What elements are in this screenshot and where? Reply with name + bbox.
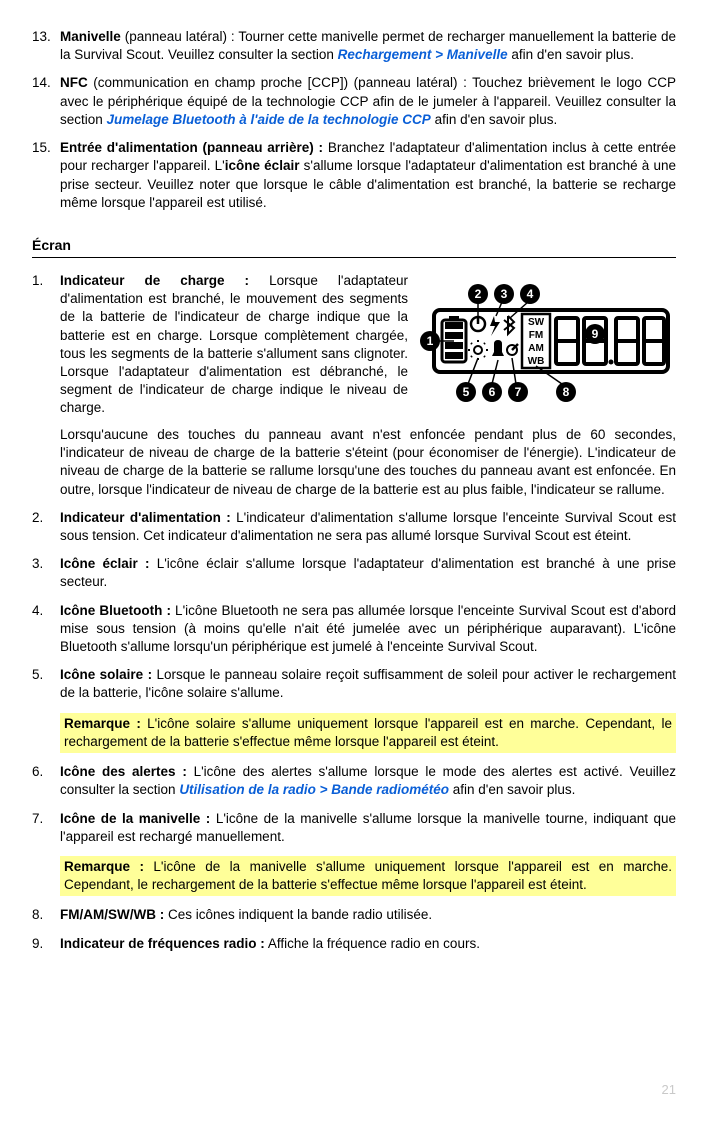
list-item: 4. Icône Bluetooth : L'icône Bluetooth n…: [32, 602, 676, 657]
item-body: Manivelle (panneau latéral) : Tourner ce…: [60, 28, 676, 64]
item-title: Indicateur de charge :: [60, 273, 249, 288]
item-number: 2.: [32, 509, 60, 545]
item-number: 8.: [32, 906, 60, 924]
list-item: 3. Icône éclair : L'icône éclair s'allum…: [32, 555, 676, 591]
item-title: Icône des alertes :: [60, 764, 187, 779]
svg-text:2: 2: [475, 287, 482, 301]
list-item: 8. FM/AM/SW/WB : Ces icônes indiquent la…: [32, 906, 676, 924]
svg-text:6: 6: [489, 385, 496, 399]
item-tail: afin d'en savoir plus.: [508, 47, 634, 62]
svg-text:7: 7: [515, 385, 522, 399]
svg-text:3: 3: [501, 287, 508, 301]
item-text: L'icône éclair s'allume lorsque l'adapta…: [60, 556, 676, 589]
item-title: Icône Bluetooth :: [60, 603, 171, 618]
item-body: NFC (communication en champ proche [CCP]…: [60, 74, 676, 129]
xref-link[interactable]: Jumelage Bluetooth à l'aide de la techno…: [107, 112, 431, 127]
note-solar: Remarque : L'icône solaire s'allume uniq…: [60, 713, 676, 753]
item-tail: afin d'en savoir plus.: [431, 112, 557, 127]
list-item: 15. Entrée d'alimentation (panneau arriè…: [32, 139, 676, 212]
note-text: L'icône de la manivelle s'allume uniquem…: [64, 859, 672, 892]
item-title: Indicateur d'alimentation :: [60, 510, 231, 525]
item-title: Icône de la manivelle :: [60, 811, 210, 826]
svg-text:SW: SW: [528, 317, 545, 328]
screen-list-2: 6. Icône des alertes : L'icône des alert…: [32, 763, 676, 846]
screen-diagram: SW FM AM WB 1 2: [416, 272, 676, 422]
item-title: FM/AM/SW/WB :: [60, 907, 164, 922]
svg-text:AM: AM: [528, 343, 544, 354]
item1-continuation: Lorsqu'aucune des touches du panneau ava…: [60, 426, 676, 499]
item-title: Entrée d'alimentation (panneau arrière) …: [60, 140, 323, 155]
list-item: 2. Indicateur d'alimentation : L'indicat…: [32, 509, 676, 545]
item-title: Manivelle: [60, 29, 121, 44]
item-number: 4.: [32, 602, 60, 657]
item-body: Icône solaire : Lorsque le panneau solai…: [60, 666, 676, 702]
note-crank: Remarque : L'icône de la manivelle s'all…: [60, 856, 676, 896]
item-number: 9.: [32, 935, 60, 953]
screen-list: 2. Indicateur d'alimentation : L'indicat…: [32, 509, 676, 703]
item-body: Indicateur d'alimentation : L'indicateur…: [60, 509, 676, 545]
item-body: FM/AM/SW/WB : Ces icônes indiquent la ba…: [60, 906, 676, 924]
item-text: Ces icônes indiquent la bande radio util…: [164, 907, 432, 922]
item-body: Entrée d'alimentation (panneau arrière) …: [60, 139, 676, 212]
xref-link[interactable]: Utilisation de la radio > Bande radiomét…: [179, 782, 449, 797]
item1-wrap: SW FM AM WB 1 2: [32, 272, 676, 426]
svg-text:1: 1: [427, 334, 434, 348]
top-list: 13. Manivelle (panneau latéral) : Tourne…: [32, 28, 676, 212]
item-tail: afin d'en savoir plus.: [449, 782, 575, 797]
svg-text:WB: WB: [528, 356, 545, 367]
item-title: Indicateur de fréquences radio :: [60, 936, 265, 951]
item-number: 1.: [32, 272, 60, 418]
item-number: 14.: [32, 74, 60, 129]
item-number: 6.: [32, 763, 60, 799]
item-text: Lorsque l'adaptateur d'alimentation est …: [60, 273, 408, 416]
item-title: NFC: [60, 75, 88, 90]
svg-text:8: 8: [563, 385, 570, 399]
item-body: Indicateur de fréquences radio : Affiche…: [60, 935, 676, 953]
list-item: 14. NFC (communication en champ proche […: [32, 74, 676, 129]
svg-text:4: 4: [527, 287, 534, 301]
list-item: 13. Manivelle (panneau latéral) : Tourne…: [32, 28, 676, 64]
item-text: Lorsque le panneau solaire reçoit suffis…: [60, 667, 676, 700]
item-body: Indicateur de charge : Lorsque l'adaptat…: [60, 272, 408, 418]
list-item: 9. Indicateur de fréquences radio : Affi…: [32, 935, 676, 953]
item-number: 5.: [32, 666, 60, 702]
note-text: L'icône solaire s'allume uniquement lors…: [64, 716, 672, 749]
item-number: 3.: [32, 555, 60, 591]
item-bold: icône éclair: [225, 158, 300, 173]
item-title: Icône éclair :: [60, 556, 149, 571]
xref-link[interactable]: Rechargement > Manivelle: [338, 47, 508, 62]
screen-list-3: 8. FM/AM/SW/WB : Ces icônes indiquent la…: [32, 906, 676, 952]
section-heading: Écran: [32, 236, 676, 258]
svg-text:9: 9: [592, 327, 599, 341]
item-number: 13.: [32, 28, 60, 64]
page-number: 21: [662, 1081, 676, 1099]
item-number: 15.: [32, 139, 60, 212]
item-text: Affiche la fréquence radio en cours.: [265, 936, 480, 951]
item-body: Icône de la manivelle : L'icône de la ma…: [60, 810, 676, 846]
note-prefix: Remarque :: [64, 859, 144, 874]
svg-text:FM: FM: [529, 330, 543, 341]
item-number: 7.: [32, 810, 60, 846]
item-body: Icône des alertes : L'icône des alertes …: [60, 763, 676, 799]
svg-text:5: 5: [463, 385, 470, 399]
list-item: 5. Icône solaire : Lorsque le panneau so…: [32, 666, 676, 702]
note-prefix: Remarque :: [64, 716, 141, 731]
list-item: 6. Icône des alertes : L'icône des alert…: [32, 763, 676, 799]
item-title: Icône solaire :: [60, 667, 152, 682]
item-body: Icône éclair : L'icône éclair s'allume l…: [60, 555, 676, 591]
list-item: 7. Icône de la manivelle : L'icône de la…: [32, 810, 676, 846]
item-body: Icône Bluetooth : L'icône Bluetooth ne s…: [60, 602, 676, 657]
